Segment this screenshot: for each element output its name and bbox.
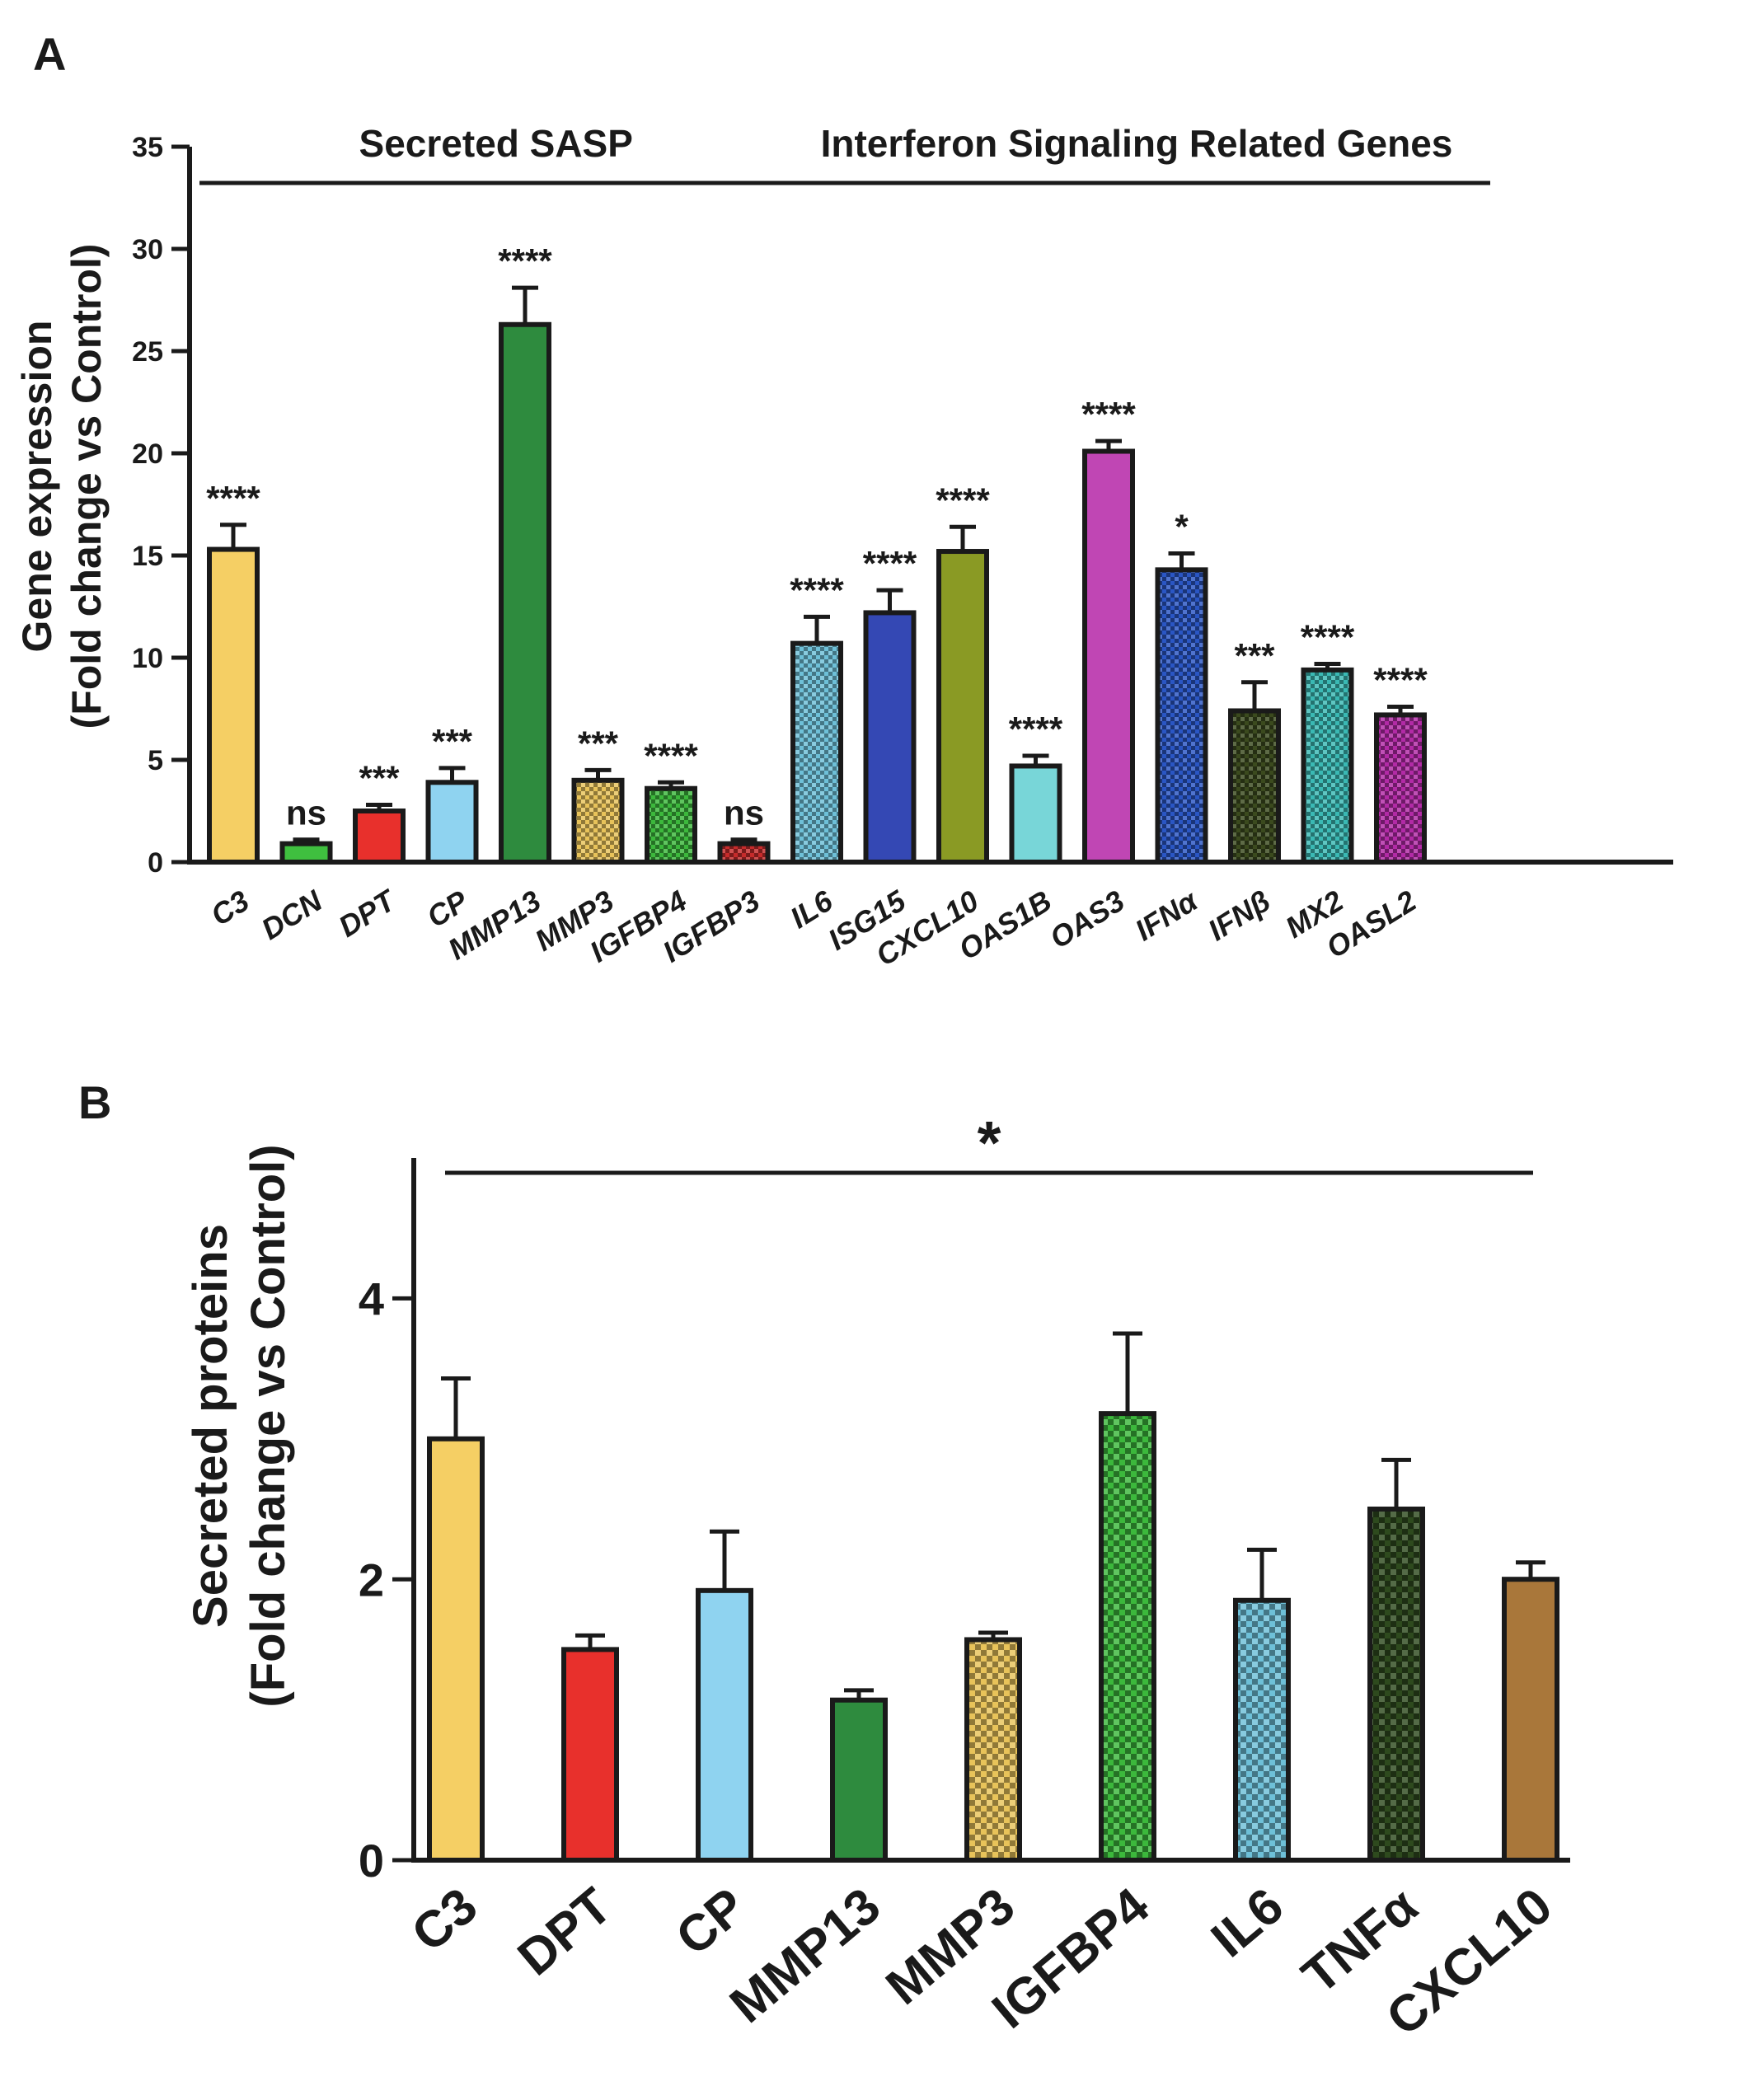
panel-b-y-axis-label-line2: (Fold change vs Control)	[242, 1144, 295, 1707]
bar	[936, 549, 989, 865]
category-label: OAS3	[1043, 884, 1130, 955]
y-tick-label: 30	[132, 234, 163, 265]
bar	[830, 1697, 888, 1863]
y-tick-label: 2	[359, 1554, 384, 1605]
bar	[1233, 1597, 1291, 1863]
bar	[1367, 1507, 1425, 1863]
significance-label: ***	[359, 759, 400, 798]
category-label: C3	[204, 884, 255, 932]
panel-b-y-ticks: 0 2 4	[359, 1273, 414, 1887]
category-label: MMP13	[720, 1877, 891, 2034]
significance-label: ****	[644, 736, 698, 775]
category-label: CP	[666, 1877, 757, 1966]
category-label: IFNα	[1129, 883, 1204, 947]
group-label: Secreted SASP	[359, 122, 633, 165]
significance-label: ****	[1009, 710, 1063, 748]
bar	[1099, 1411, 1156, 1863]
y-tick-label: 5	[148, 745, 163, 776]
y-tick-label: 20	[132, 438, 163, 470]
bar	[645, 785, 697, 865]
category-label: IFNβ	[1202, 884, 1276, 947]
bar	[279, 841, 333, 865]
bar	[696, 1587, 753, 1863]
significance-label: *	[1175, 508, 1189, 546]
y-tick-label: 0	[359, 1835, 384, 1887]
y-tick-label: 10	[132, 643, 163, 674]
bar	[1155, 567, 1208, 865]
panel-a-label: A	[33, 28, 66, 80]
bar	[425, 780, 479, 865]
bar	[499, 321, 551, 865]
significance-label: ns	[286, 794, 326, 832]
bar	[1082, 448, 1135, 865]
significance-label: ***	[432, 722, 473, 761]
category-label: DPT	[508, 1877, 622, 1987]
bar	[561, 1647, 619, 1863]
significance-label: ****	[1081, 395, 1136, 434]
y-tick-label: 15	[132, 541, 163, 572]
y-tick-label: 4	[359, 1273, 384, 1325]
significance-label: ***	[578, 724, 619, 762]
panel-a-gene-expression-chart: A Gene expression (Fold change vs Contro…	[14, 28, 1673, 973]
group-label: Interferon Signaling Related Genes	[821, 122, 1453, 165]
significance-label: ***	[1234, 636, 1275, 675]
bar	[353, 809, 406, 865]
bar	[1301, 667, 1354, 865]
significance-label: ****	[498, 241, 552, 280]
panel-b-significance-marker: *	[978, 1109, 1001, 1177]
bar	[571, 777, 625, 865]
category-label: DPT	[332, 882, 402, 944]
bar	[1374, 712, 1427, 865]
panel-a-y-ticks: 0 5 10 15 20 25 30 35	[132, 132, 190, 879]
significance-label: ****	[1373, 661, 1428, 700]
significance-label: ****	[790, 570, 844, 609]
bar	[964, 1637, 1022, 1863]
y-tick-label: 0	[148, 847, 163, 879]
significance-label: ****	[1301, 617, 1355, 656]
panel-b-secreted-proteins-chart: B Secreted proteins (Fold change vs Cont…	[78, 1076, 1570, 2047]
category-label: C3	[401, 1877, 488, 1963]
y-tick-label: 25	[132, 336, 163, 368]
panel-a-bars: ****ns************* ****ns***************…	[206, 241, 1428, 865]
panel-b-bars	[427, 1331, 1559, 1863]
bar	[1009, 763, 1062, 865]
panel-a-y-axis-label-line1: Gene expression	[14, 321, 60, 653]
significance-label: ****	[863, 544, 917, 583]
bar	[207, 546, 260, 865]
bar	[863, 610, 917, 865]
bar	[717, 841, 771, 865]
panel-b-label: B	[78, 1076, 111, 1128]
bar	[427, 1436, 485, 1863]
significance-label: ****	[936, 480, 990, 519]
category-label: DCN	[256, 883, 329, 946]
bar	[790, 640, 843, 865]
significance-label: ****	[206, 479, 260, 518]
y-tick-label: 35	[132, 132, 163, 163]
panel-b-y-axis-label-line1: Secreted proteins	[184, 1224, 237, 1628]
significance-label: ns	[724, 794, 764, 832]
category-label: IL6	[1201, 1877, 1294, 1968]
bar	[1502, 1577, 1559, 1863]
panel-a-group-brackets: Secreted SASP Interferon Signaling Relate…	[199, 122, 1490, 185]
panel-a-y-axis-label-line2: (Fold change vs Control)	[63, 244, 110, 729]
bar	[1228, 708, 1281, 865]
